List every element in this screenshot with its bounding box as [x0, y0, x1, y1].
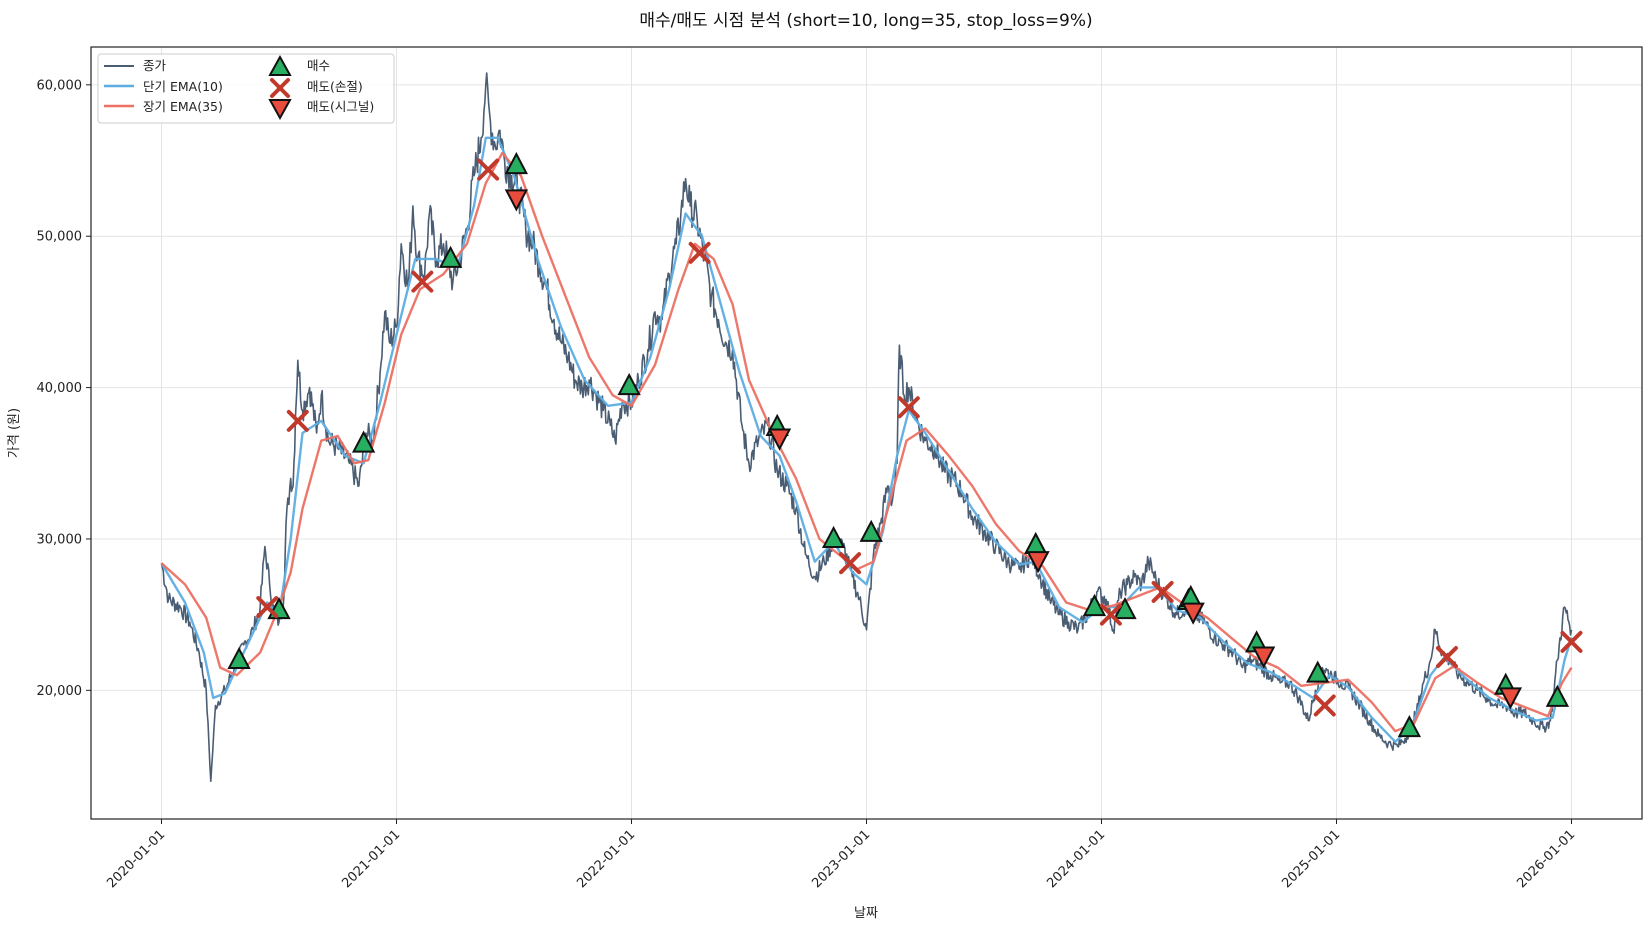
buy-marker — [859, 519, 883, 542]
legend-sell-stop-label: 매도(손절) — [307, 79, 363, 94]
buy-marker — [1082, 593, 1107, 617]
legend: 종가 단기 EMA(10) 장기 EMA(35) 매수 매도(손절) 매도(시그… — [97, 53, 395, 124]
sell-stop-marker — [411, 270, 434, 293]
sell-stop-stroke — [256, 596, 279, 619]
sell-stop-marker — [1099, 603, 1122, 626]
sell-stop-stroke — [286, 409, 309, 432]
sell-stop-marker — [897, 396, 920, 419]
y-tick-label: 30,000 — [37, 532, 83, 547]
sell-stop-stroke — [1435, 646, 1458, 669]
legend-sell-signal-marker — [268, 99, 292, 121]
legend-sell-stop-marker — [270, 78, 290, 98]
y-tick-label: 50,000 — [37, 230, 83, 245]
legend-buy-marker — [268, 54, 292, 76]
buy-marker — [227, 646, 251, 670]
buy-marker — [1113, 596, 1137, 620]
sell-stop-marker — [477, 158, 500, 181]
markers-group — [227, 151, 1583, 738]
sell-signal-marker — [1251, 646, 1276, 669]
buy-marker — [438, 245, 463, 268]
sell-stop-stroke — [1151, 580, 1174, 603]
sell-stop-stroke — [477, 158, 500, 181]
sell-stop-marker — [1435, 646, 1458, 669]
sell-signal-marker — [504, 189, 529, 212]
sell-stop-stroke — [1560, 630, 1583, 653]
y-tick-label: 60,000 — [37, 78, 83, 93]
sell-signal-marker — [1026, 551, 1050, 574]
legend-sell-signal-label: 매도(시그널) — [307, 99, 374, 114]
sell-stop-stroke — [1313, 694, 1336, 717]
sell-stop-marker — [286, 409, 309, 432]
sell-stop-stroke — [839, 552, 862, 575]
sell-stop-stroke — [897, 396, 920, 419]
y-tick-label: 20,000 — [37, 684, 83, 699]
buy-marker — [1306, 660, 1330, 683]
sell-signal-marker — [1498, 687, 1523, 710]
sell-signal-marker — [1181, 602, 1205, 625]
buy-marker — [821, 525, 846, 548]
sell-stop-marker — [1560, 630, 1583, 653]
buy-marker — [1397, 715, 1422, 738]
legend-ema-long-label: 장기 EMA(35) — [143, 99, 223, 114]
buy-marker — [351, 430, 376, 453]
sell-stop-stroke — [1099, 603, 1122, 626]
buy-marker — [504, 151, 529, 175]
chart-title: 매수/매도 시점 분석 (short=10, long=35, stop_los… — [639, 11, 1092, 31]
buy-marker — [1545, 684, 1570, 707]
sell-stop-stroke — [688, 241, 711, 264]
y-tick-label: 40,000 — [37, 381, 83, 396]
legend-ema-short-label: 단기 EMA(10) — [143, 79, 223, 94]
sell-stop-marker — [256, 596, 279, 619]
sell-stop-stroke — [411, 270, 434, 293]
legend-box — [97, 53, 395, 124]
sell-stop-marker — [1313, 694, 1336, 717]
sell-stop-marker — [839, 552, 862, 575]
x-axis-title: 날짜 — [854, 906, 878, 921]
sell-stop-marker — [688, 241, 711, 264]
sell-stop-marker — [1151, 580, 1174, 603]
legend-buy-label: 매수 — [307, 58, 330, 73]
buy-marker — [617, 372, 641, 396]
y-axis: 20,000 30,000 40,000 50,000 60,000 — [37, 78, 91, 699]
legend-close-label: 종가 — [143, 58, 167, 73]
sell-signal-marker — [767, 428, 792, 451]
y-axis-title: 가격 (원) — [7, 408, 22, 458]
